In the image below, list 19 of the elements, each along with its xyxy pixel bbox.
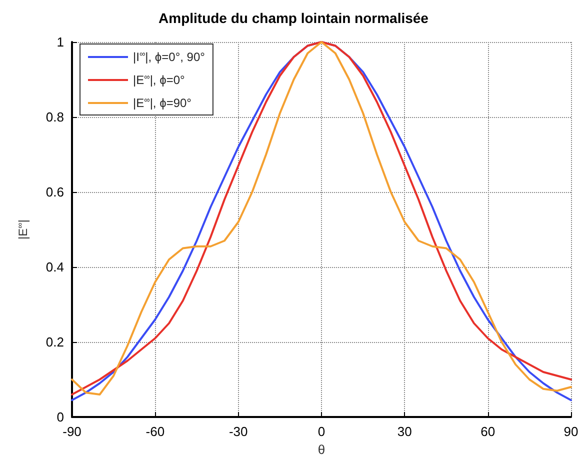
y-tick-label: 0.2 bbox=[46, 334, 64, 350]
chart-title: Amplitude du champ lointain normalisée bbox=[158, 10, 429, 26]
y-tick-label: 1 bbox=[56, 34, 64, 50]
x-tick-label: -60 bbox=[146, 424, 165, 439]
legend-label: |E∞|, ϕ=90° bbox=[133, 96, 192, 110]
x-tick-label: 30 bbox=[397, 424, 412, 439]
x-tick-label: 90 bbox=[564, 424, 578, 439]
x-tick-label: 0 bbox=[318, 424, 326, 439]
y-tick-label: 0.8 bbox=[46, 110, 64, 124]
x-tick-label: -90 bbox=[62, 424, 82, 439]
y-tick-label: 0.4 bbox=[46, 260, 64, 274]
legend-label: |E∞|, ϕ=0° bbox=[133, 72, 186, 87]
x-tick-label: 60 bbox=[480, 424, 496, 439]
y-tick-label: 0.6 bbox=[46, 184, 64, 200]
legend-label: |I∞|, ϕ=0°, 90° bbox=[133, 50, 206, 64]
x-axis-title: θ bbox=[318, 442, 326, 457]
y-tick-label: 0 bbox=[56, 410, 64, 424]
y-axis-title: |E∞| bbox=[16, 220, 30, 240]
x-tick-label: -30 bbox=[228, 424, 248, 439]
